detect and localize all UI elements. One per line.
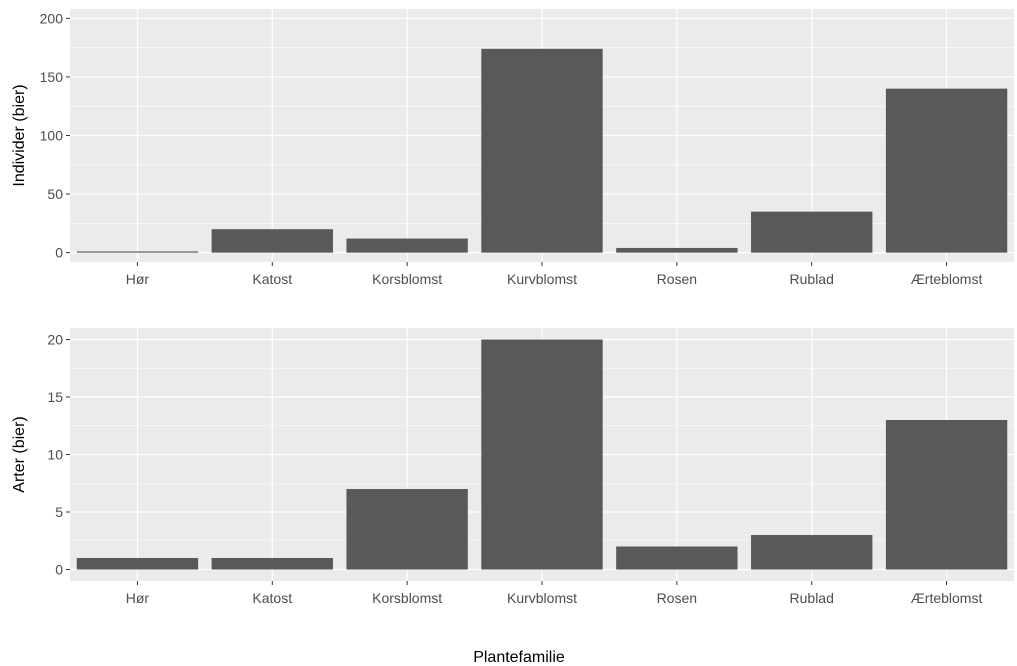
bar-kurvblomst <box>481 340 602 570</box>
x-tick-label: Kurvblomst <box>507 590 577 606</box>
y-tick-label: 0 <box>55 245 63 261</box>
bar-ærteblomst <box>886 89 1007 253</box>
x-tick-label: Korsblomst <box>372 271 442 287</box>
bar-hør <box>77 558 198 570</box>
y-axis-title: Arter (bier) <box>11 416 28 492</box>
x-tick-label: Katost <box>252 590 292 606</box>
x-tick-label: Rosen <box>657 590 697 606</box>
bar-korsblomst <box>346 489 467 570</box>
y-tick-label: 150 <box>40 69 64 85</box>
bar-katost <box>212 229 333 252</box>
bar-rosen <box>616 248 737 253</box>
y-tick-label: 5 <box>55 504 63 520</box>
bar-rosen <box>616 547 737 570</box>
bar-hør <box>77 251 198 252</box>
bar-rublad <box>751 535 872 570</box>
panel-individer: 0 50 100 150 200 Hør Katost Korsblomst Kurvbloms… <box>11 9 1014 287</box>
x-tick-label: Rublad <box>790 590 834 606</box>
x-tick-label: Korsblomst <box>372 590 442 606</box>
y-tick-label: 15 <box>47 389 63 405</box>
y-axis-title: Individer (bier) <box>11 84 28 186</box>
y-tick-label: 50 <box>47 186 63 202</box>
y-tick-label: 100 <box>40 128 64 144</box>
x-tick-label: Rublad <box>790 271 834 287</box>
y-tick-label: 0 <box>55 562 63 578</box>
y-tick-label: 10 <box>47 447 63 463</box>
x-tick-label: Ærteblomst <box>911 271 983 287</box>
x-tick-label: Hør <box>126 590 150 606</box>
panel-arter: 0 5 10 15 20 Hør Katost Korsblomst Kurvblomst Ros… <box>11 328 1014 606</box>
x-tick-label: Hør <box>126 271 150 287</box>
bar-katost <box>212 558 333 570</box>
x-tick-label: Kurvblomst <box>507 271 577 287</box>
bar-kurvblomst <box>481 49 602 253</box>
y-tick-label: 200 <box>40 10 64 26</box>
x-tick-label: Ærteblomst <box>911 590 983 606</box>
bar-ærteblomst <box>886 420 1007 570</box>
x-tick-label: Rosen <box>657 271 697 287</box>
bar-korsblomst <box>346 239 467 253</box>
x-tick-label: Katost <box>252 271 292 287</box>
x-axis-title: Plantefamilie <box>473 649 565 666</box>
bar-rublad <box>751 212 872 253</box>
y-tick-label: 20 <box>47 332 63 348</box>
